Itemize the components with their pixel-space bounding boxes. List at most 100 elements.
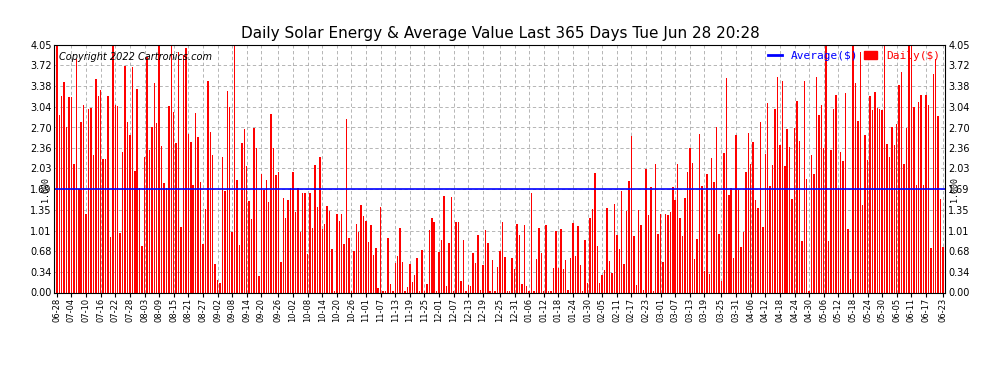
Bar (207, 81, 209, 292)
Bar (938, 116, 939, 292)
Bar (482, 265, 484, 292)
Bar (638, 210, 640, 292)
Bar (75, 59, 77, 292)
Bar (470, 286, 471, 292)
Bar (557, 268, 559, 292)
Bar (260, 174, 262, 292)
Bar (719, 234, 720, 292)
Bar (234, 45, 236, 292)
Bar (448, 243, 449, 292)
Bar (227, 91, 228, 292)
Bar (940, 199, 941, 292)
Bar (329, 211, 331, 292)
Bar (197, 137, 199, 292)
Bar (764, 154, 766, 292)
Bar (935, 59, 937, 292)
Bar (694, 259, 695, 292)
Bar (854, 83, 856, 292)
Bar (662, 262, 663, 292)
Bar (859, 52, 861, 292)
Bar (224, 191, 226, 292)
Bar (407, 286, 408, 292)
Bar (129, 135, 131, 292)
Bar (541, 254, 543, 292)
Bar (931, 249, 932, 292)
Bar (56, 45, 57, 292)
Bar (212, 155, 214, 292)
Bar (392, 291, 394, 292)
Bar (889, 157, 890, 292)
Bar (572, 223, 574, 292)
Bar (507, 291, 508, 292)
Bar (509, 291, 511, 292)
Bar (844, 93, 846, 292)
Bar (332, 249, 333, 292)
Bar (631, 136, 633, 292)
Bar (842, 161, 843, 292)
Bar (711, 159, 713, 292)
Bar (652, 291, 654, 292)
Bar (864, 135, 866, 292)
Bar (721, 281, 723, 292)
Bar (716, 127, 718, 292)
Bar (73, 164, 74, 292)
Bar (811, 154, 812, 292)
Bar (696, 239, 698, 292)
Bar (499, 251, 501, 292)
Bar (723, 153, 725, 292)
Bar (58, 115, 60, 292)
Bar (714, 182, 715, 292)
Bar (512, 258, 513, 292)
Bar (307, 254, 308, 292)
Bar (258, 276, 259, 292)
Bar (879, 109, 880, 292)
Bar (786, 129, 788, 292)
Bar (180, 227, 182, 292)
Bar (168, 106, 169, 292)
Bar (137, 89, 138, 292)
Bar (831, 150, 832, 292)
Bar (871, 110, 873, 292)
Bar (647, 215, 649, 292)
Bar (358, 232, 359, 292)
Bar (574, 256, 576, 292)
Bar (762, 226, 763, 292)
Bar (457, 222, 459, 292)
Bar (83, 105, 84, 292)
Bar (816, 77, 817, 292)
Bar (592, 209, 593, 292)
Bar (913, 107, 915, 292)
Bar (769, 186, 771, 292)
Bar (95, 79, 97, 292)
Bar (741, 247, 742, 292)
Bar (107, 96, 109, 292)
Bar (747, 134, 749, 292)
Bar (219, 283, 221, 292)
Bar (492, 260, 493, 292)
Bar (677, 164, 678, 292)
Bar (441, 240, 443, 292)
Bar (282, 198, 284, 292)
Bar (667, 215, 668, 292)
Bar (624, 264, 625, 292)
Bar (431, 218, 433, 292)
Bar (377, 288, 379, 292)
Bar (524, 225, 525, 292)
Bar (292, 172, 294, 292)
Bar (916, 186, 917, 292)
Bar (105, 159, 106, 292)
Bar (847, 229, 848, 292)
Bar (210, 132, 211, 292)
Bar (148, 150, 150, 292)
Bar (502, 222, 503, 292)
Bar (165, 188, 167, 292)
Bar (455, 222, 456, 292)
Bar (217, 280, 218, 292)
Bar (942, 247, 943, 292)
Bar (280, 262, 281, 292)
Bar (263, 190, 264, 292)
Bar (552, 268, 554, 292)
Bar (390, 284, 391, 292)
Bar (475, 263, 476, 292)
Bar (68, 97, 69, 292)
